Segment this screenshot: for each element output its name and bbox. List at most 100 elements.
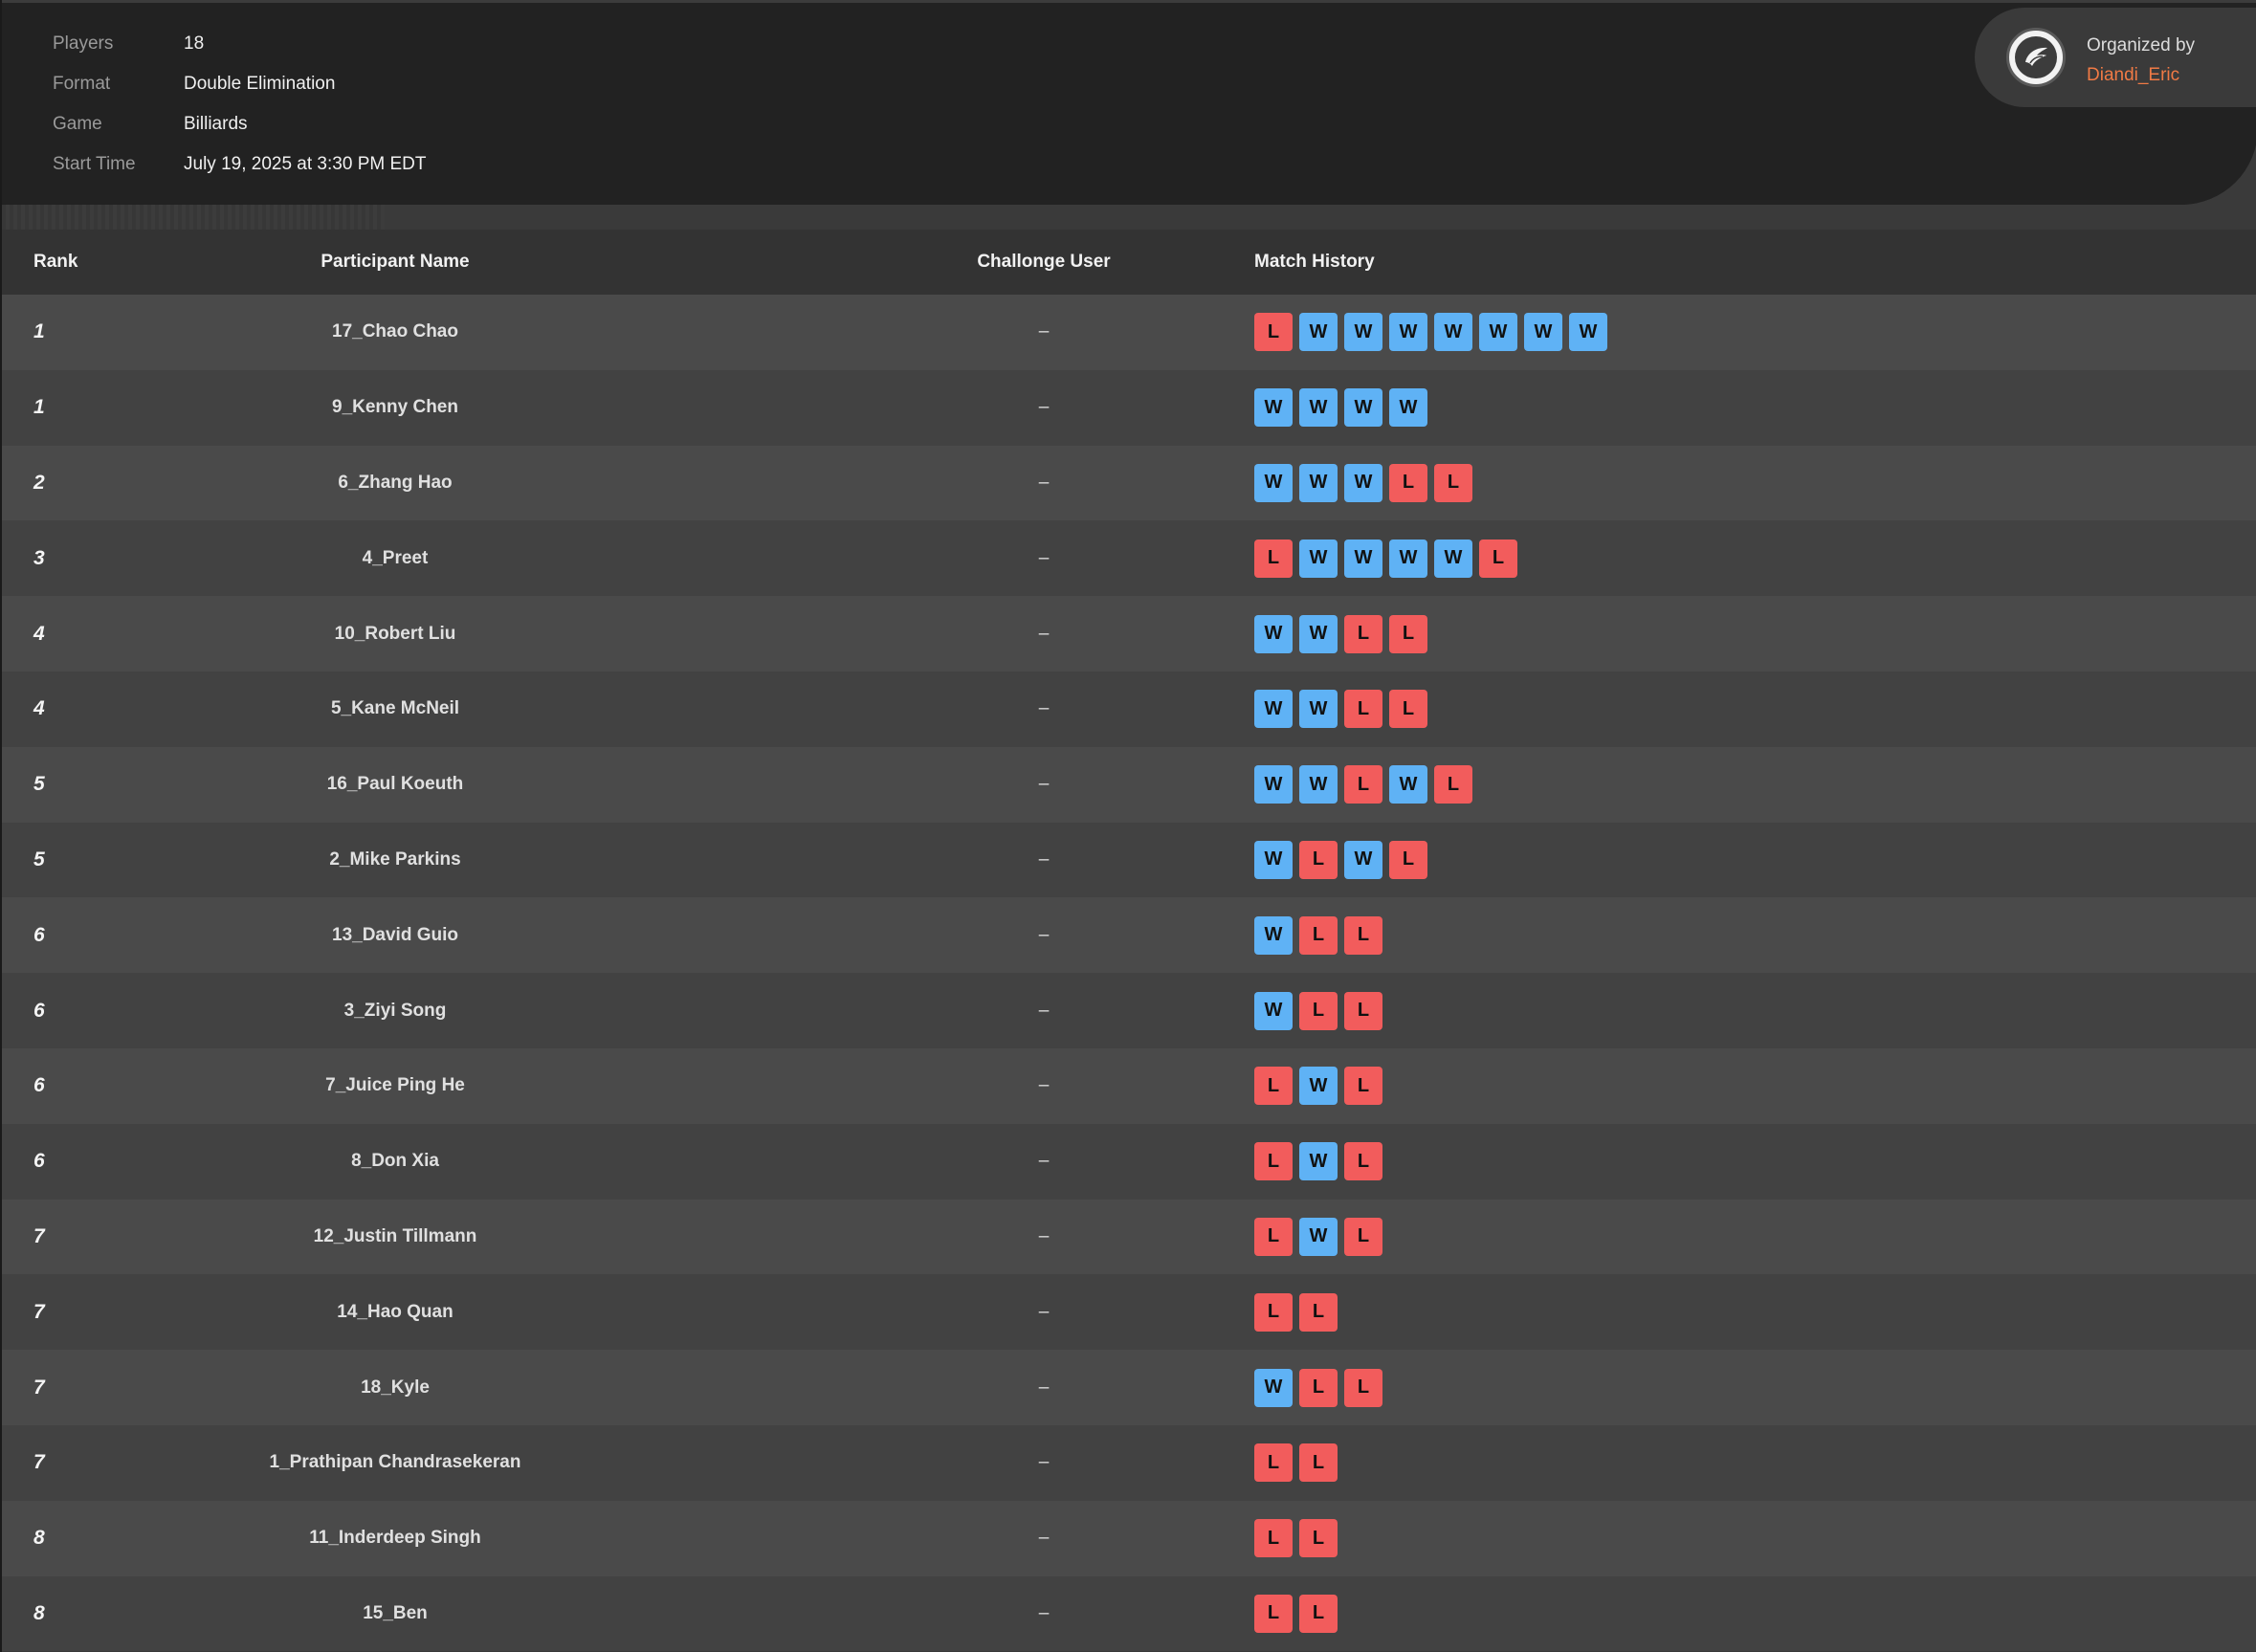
- table-row[interactable]: 1 9_Kenny Chen – W W W W: [2, 369, 2256, 446]
- header-participant-name[interactable]: Participant Name: [321, 252, 470, 272]
- loss-badge[interactable]: L: [1254, 1292, 1293, 1332]
- win-badge[interactable]: W: [1254, 1368, 1293, 1407]
- participant-name-cell[interactable]: 18_Kyle: [361, 1377, 430, 1398]
- loss-badge[interactable]: L: [1254, 313, 1293, 352]
- loss-badge[interactable]: L: [1389, 463, 1427, 502]
- table-row[interactable]: 4 10_Robert Liu – W W L L: [2, 596, 2256, 672]
- loss-badge[interactable]: L: [1299, 1594, 1338, 1633]
- participant-name-cell[interactable]: 6_Zhang Hao: [338, 472, 453, 493]
- table-row[interactable]: 5 2_Mike Parkins – W L W L: [2, 822, 2256, 898]
- loss-badge[interactable]: L: [1344, 1217, 1382, 1256]
- loss-badge[interactable]: L: [1389, 614, 1427, 653]
- win-badge[interactable]: W: [1254, 765, 1293, 804]
- table-row[interactable]: 6 7_Juice Ping He – L W L: [2, 1047, 2256, 1124]
- table-row[interactable]: 5 16_Paul Koeuth – W W L W L: [2, 746, 2256, 823]
- participant-name-cell[interactable]: 5_Kane McNeil: [330, 698, 460, 719]
- header-challonge-user[interactable]: Challonge User: [977, 252, 1111, 272]
- win-badge[interactable]: W: [1254, 915, 1293, 955]
- win-badge[interactable]: W: [1434, 313, 1472, 352]
- organizer-card[interactable]: Organized by Diandi_Eric: [1975, 8, 2256, 107]
- win-badge[interactable]: W: [1299, 388, 1338, 428]
- win-badge[interactable]: W: [1434, 539, 1472, 578]
- table-row[interactable]: 3 4_Preet – L W W W W L: [2, 520, 2256, 597]
- participant-name-cell[interactable]: 7_Juice Ping He: [325, 1075, 465, 1096]
- loss-badge[interactable]: L: [1389, 690, 1427, 729]
- participant-name-cell[interactable]: 14_Hao Quan: [337, 1301, 453, 1322]
- table-row[interactable]: 6 8_Don Xia – L W L: [2, 1123, 2256, 1200]
- participant-name-cell[interactable]: 3_Ziyi Song: [343, 1000, 447, 1021]
- loss-badge[interactable]: L: [1344, 1142, 1382, 1181]
- participant-name-cell[interactable]: 9_Kenny Chen: [332, 397, 458, 418]
- win-badge[interactable]: W: [1299, 614, 1338, 653]
- loss-badge[interactable]: L: [1344, 915, 1382, 955]
- win-badge[interactable]: W: [1299, 1142, 1338, 1181]
- participant-name-cell[interactable]: 12_Justin Tillmann: [313, 1225, 477, 1246]
- loss-badge[interactable]: L: [1254, 1142, 1293, 1181]
- loss-badge[interactable]: L: [1344, 991, 1382, 1030]
- participant-name-cell[interactable]: 2_Mike Parkins: [329, 848, 461, 870]
- participant-name-cell[interactable]: 8_Don Xia: [351, 1151, 439, 1172]
- win-badge[interactable]: W: [1299, 690, 1338, 729]
- participant-name-cell[interactable]: 13_David Guio: [332, 924, 458, 945]
- participant-name-cell[interactable]: 17_Chao Chao: [332, 321, 458, 342]
- participant-name-cell[interactable]: 10_Robert Liu: [334, 623, 456, 644]
- win-badge[interactable]: W: [1299, 539, 1338, 578]
- win-badge[interactable]: W: [1344, 388, 1382, 428]
- table-row[interactable]: 7 12_Justin Tillmann – L W L: [2, 1199, 2256, 1275]
- loss-badge[interactable]: L: [1344, 1368, 1382, 1407]
- win-badge[interactable]: W: [1344, 313, 1382, 352]
- loss-badge[interactable]: L: [1299, 1292, 1338, 1332]
- win-badge[interactable]: W: [1254, 690, 1293, 729]
- table-row[interactable]: 7 14_Hao Quan – L L: [2, 1274, 2256, 1351]
- win-badge[interactable]: W: [1389, 765, 1427, 804]
- loss-badge[interactable]: L: [1299, 1519, 1338, 1558]
- table-row[interactable]: 6 3_Ziyi Song – W L L: [2, 973, 2256, 1048]
- loss-badge[interactable]: L: [1299, 840, 1338, 879]
- table-row[interactable]: 2 6_Zhang Hao – W W W L L: [2, 445, 2256, 521]
- win-badge[interactable]: W: [1254, 388, 1293, 428]
- participant-name-cell[interactable]: 11_Inderdeep Singh: [309, 1528, 481, 1549]
- loss-badge[interactable]: L: [1254, 1067, 1293, 1106]
- win-badge[interactable]: W: [1389, 313, 1427, 352]
- loss-badge[interactable]: L: [1299, 1368, 1338, 1407]
- table-row[interactable]: 6 13_David Guio – W L L: [2, 897, 2256, 974]
- win-badge[interactable]: W: [1389, 388, 1427, 428]
- win-badge[interactable]: W: [1344, 840, 1382, 879]
- loss-badge[interactable]: L: [1254, 539, 1293, 578]
- win-badge[interactable]: W: [1344, 463, 1382, 502]
- header-rank[interactable]: Rank: [33, 252, 78, 272]
- table-row[interactable]: 8 15_Ben – L L: [2, 1575, 2256, 1652]
- win-badge[interactable]: W: [1389, 539, 1427, 578]
- win-badge[interactable]: W: [1299, 1067, 1338, 1106]
- win-badge[interactable]: W: [1524, 313, 1562, 352]
- loss-badge[interactable]: L: [1254, 1217, 1293, 1256]
- loss-badge[interactable]: L: [1344, 690, 1382, 729]
- win-badge[interactable]: W: [1299, 1217, 1338, 1256]
- loss-badge[interactable]: L: [1299, 991, 1338, 1030]
- participant-name-cell[interactable]: 16_Paul Koeuth: [326, 774, 464, 795]
- participant-name-cell[interactable]: 4_Preet: [362, 547, 429, 568]
- loss-badge[interactable]: L: [1299, 915, 1338, 955]
- loss-badge[interactable]: L: [1344, 1067, 1382, 1106]
- loss-badge[interactable]: L: [1389, 840, 1427, 879]
- loss-badge[interactable]: L: [1344, 765, 1382, 804]
- table-row[interactable]: 7 18_Kyle – W L L: [2, 1350, 2256, 1425]
- loss-badge[interactable]: L: [1434, 463, 1472, 502]
- win-badge[interactable]: W: [1254, 463, 1293, 502]
- loss-badge[interactable]: L: [1344, 614, 1382, 653]
- win-badge[interactable]: W: [1254, 614, 1293, 653]
- win-badge[interactable]: W: [1299, 765, 1338, 804]
- organizer-name-link[interactable]: Diandi_Eric: [2087, 65, 2180, 85]
- loss-badge[interactable]: L: [1254, 1443, 1293, 1483]
- table-row[interactable]: 4 5_Kane McNeil – W W L L: [2, 671, 2256, 747]
- win-badge[interactable]: W: [1254, 840, 1293, 879]
- loss-badge[interactable]: L: [1479, 539, 1517, 578]
- participant-name-cell[interactable]: 15_Ben: [363, 1602, 428, 1623]
- loss-badge[interactable]: L: [1299, 1443, 1338, 1483]
- win-badge[interactable]: W: [1569, 313, 1607, 352]
- table-row[interactable]: 8 11_Inderdeep Singh – L L: [2, 1500, 2256, 1576]
- participant-name-cell[interactable]: 1_Prathipan Chandrasekeran: [269, 1452, 521, 1473]
- table-row[interactable]: 1 17_Chao Chao – L W W W W W W W: [2, 295, 2256, 370]
- win-badge[interactable]: W: [1299, 463, 1338, 502]
- loss-badge[interactable]: L: [1434, 765, 1472, 804]
